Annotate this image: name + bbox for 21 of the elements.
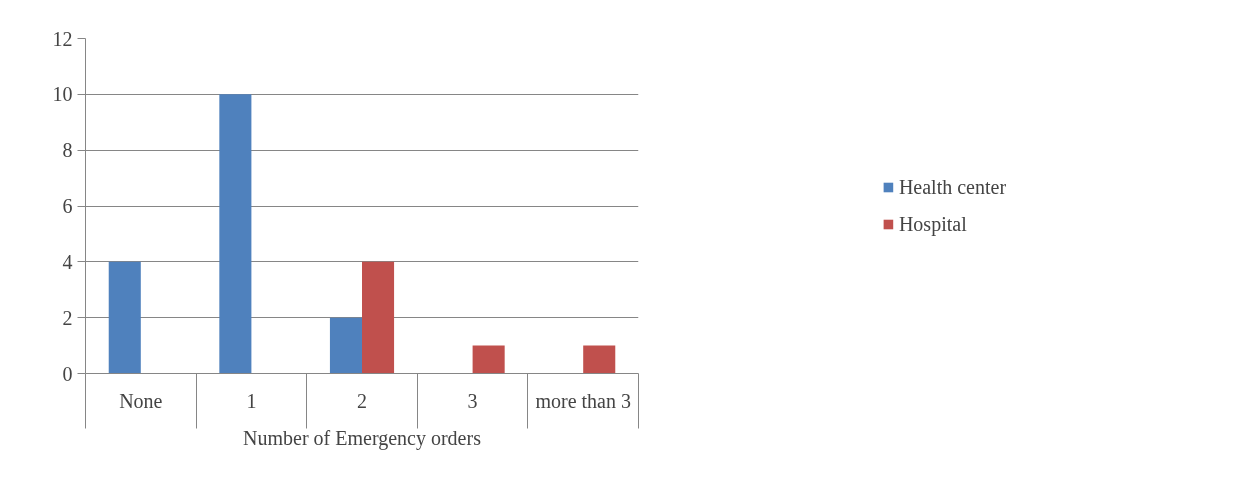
bar <box>362 261 395 374</box>
y-tick-label: 12 <box>52 27 73 50</box>
y-tick-label: 10 <box>52 83 73 106</box>
x-tick-label: 3 <box>467 389 478 412</box>
x-tick-label: more than 3 <box>535 389 631 412</box>
x-tick-label: 1 <box>246 389 257 412</box>
bar <box>219 94 252 374</box>
bar <box>472 345 505 374</box>
y-tick-label: 8 <box>62 139 73 162</box>
legend-label: Hospital <box>898 212 967 236</box>
bar <box>108 261 141 374</box>
legend-label: Health center <box>898 175 1007 199</box>
bar <box>583 345 616 374</box>
y-tick-label: 6 <box>62 195 73 217</box>
y-tick-label: 4 <box>62 250 73 273</box>
x-axis-title: Number of Emergency orders <box>243 426 482 450</box>
y-tick-label: 0 <box>62 362 73 385</box>
bar <box>329 317 362 374</box>
x-tick-label: None <box>119 389 163 412</box>
x-tick-label: 2 <box>357 389 367 412</box>
y-tick-label: 2 <box>62 306 73 329</box>
